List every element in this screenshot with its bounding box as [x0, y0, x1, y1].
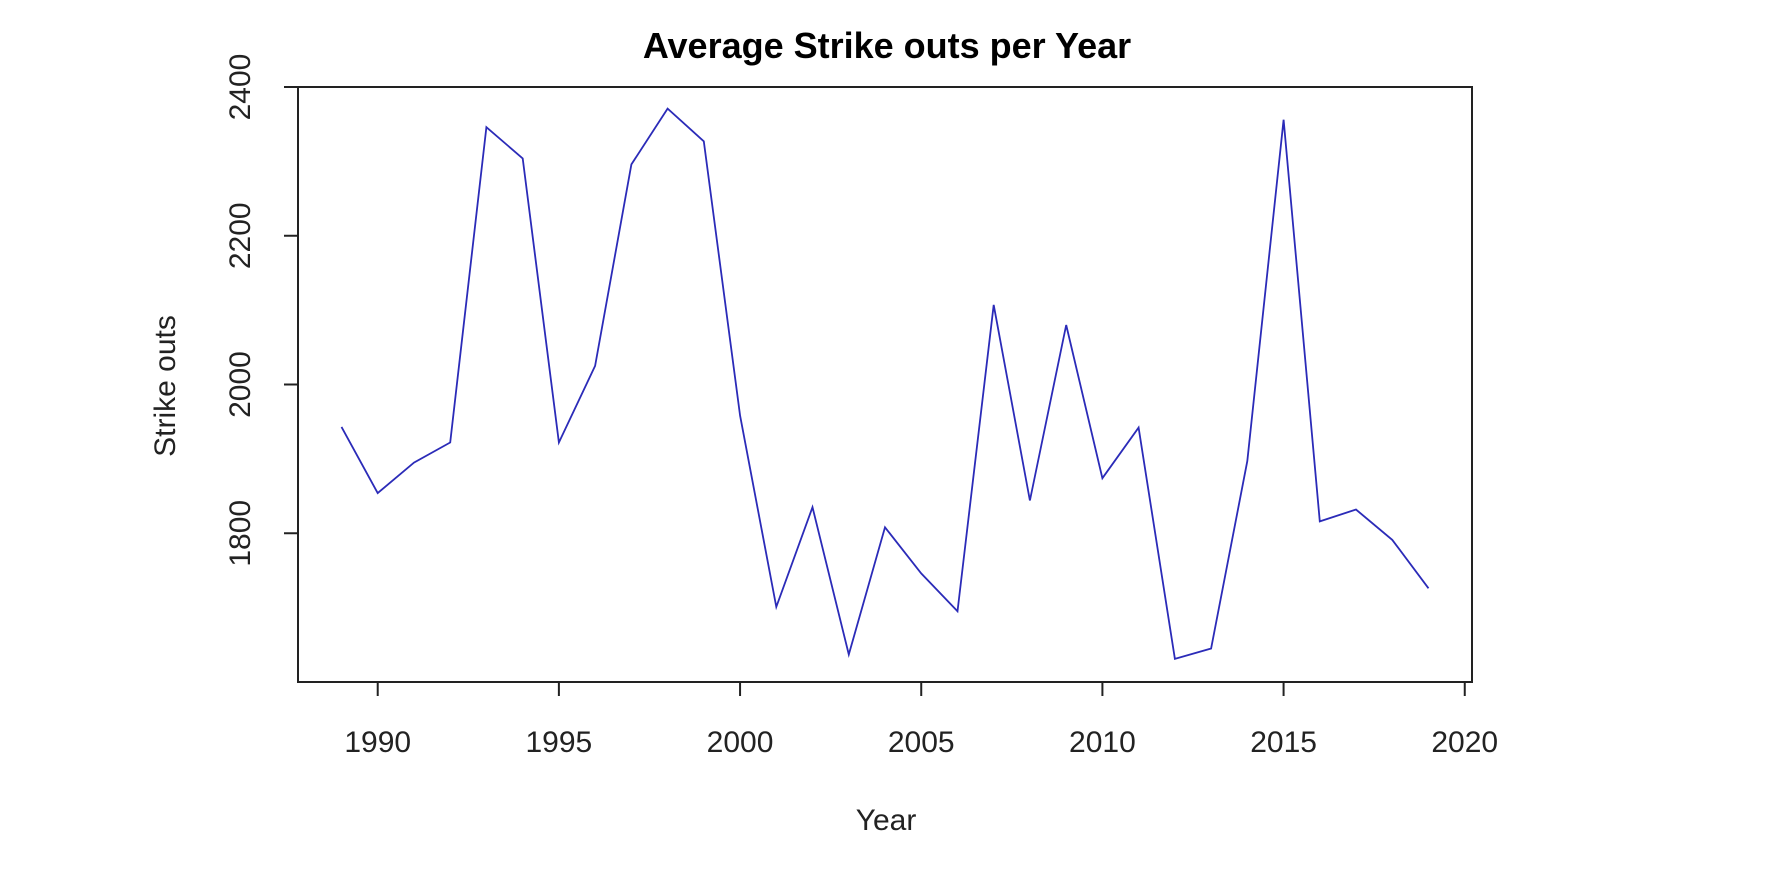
series-line-strike-outs — [340, 107, 1430, 661]
x-tick-label: 1990 — [344, 726, 411, 759]
x-tick-label: 2020 — [1431, 726, 1498, 759]
y-axis-label: Strike outs — [149, 315, 182, 457]
chart-title: Average Strike outs per Year — [643, 25, 1131, 66]
x-tick-label: 1995 — [526, 726, 593, 759]
y-tick-label: 1800 — [224, 500, 257, 567]
y-tick-label: 2000 — [224, 351, 257, 418]
y-tick-label: 2400 — [224, 54, 257, 121]
x-tick-label: 2010 — [1069, 726, 1136, 759]
x-axis-label: Year — [856, 804, 917, 837]
plot-frame — [297, 86, 1473, 683]
x-tick-label: 2005 — [888, 726, 955, 759]
x-tick-label: 2015 — [1250, 726, 1317, 759]
x-axis: 1990 1995 2000 2005 2010 2015 2020 — [344, 681, 1498, 759]
x-tick-label: 2000 — [707, 726, 774, 759]
y-tick-label: 2200 — [224, 202, 257, 269]
y-axis: 1800 2000 2200 2400 — [224, 54, 298, 567]
